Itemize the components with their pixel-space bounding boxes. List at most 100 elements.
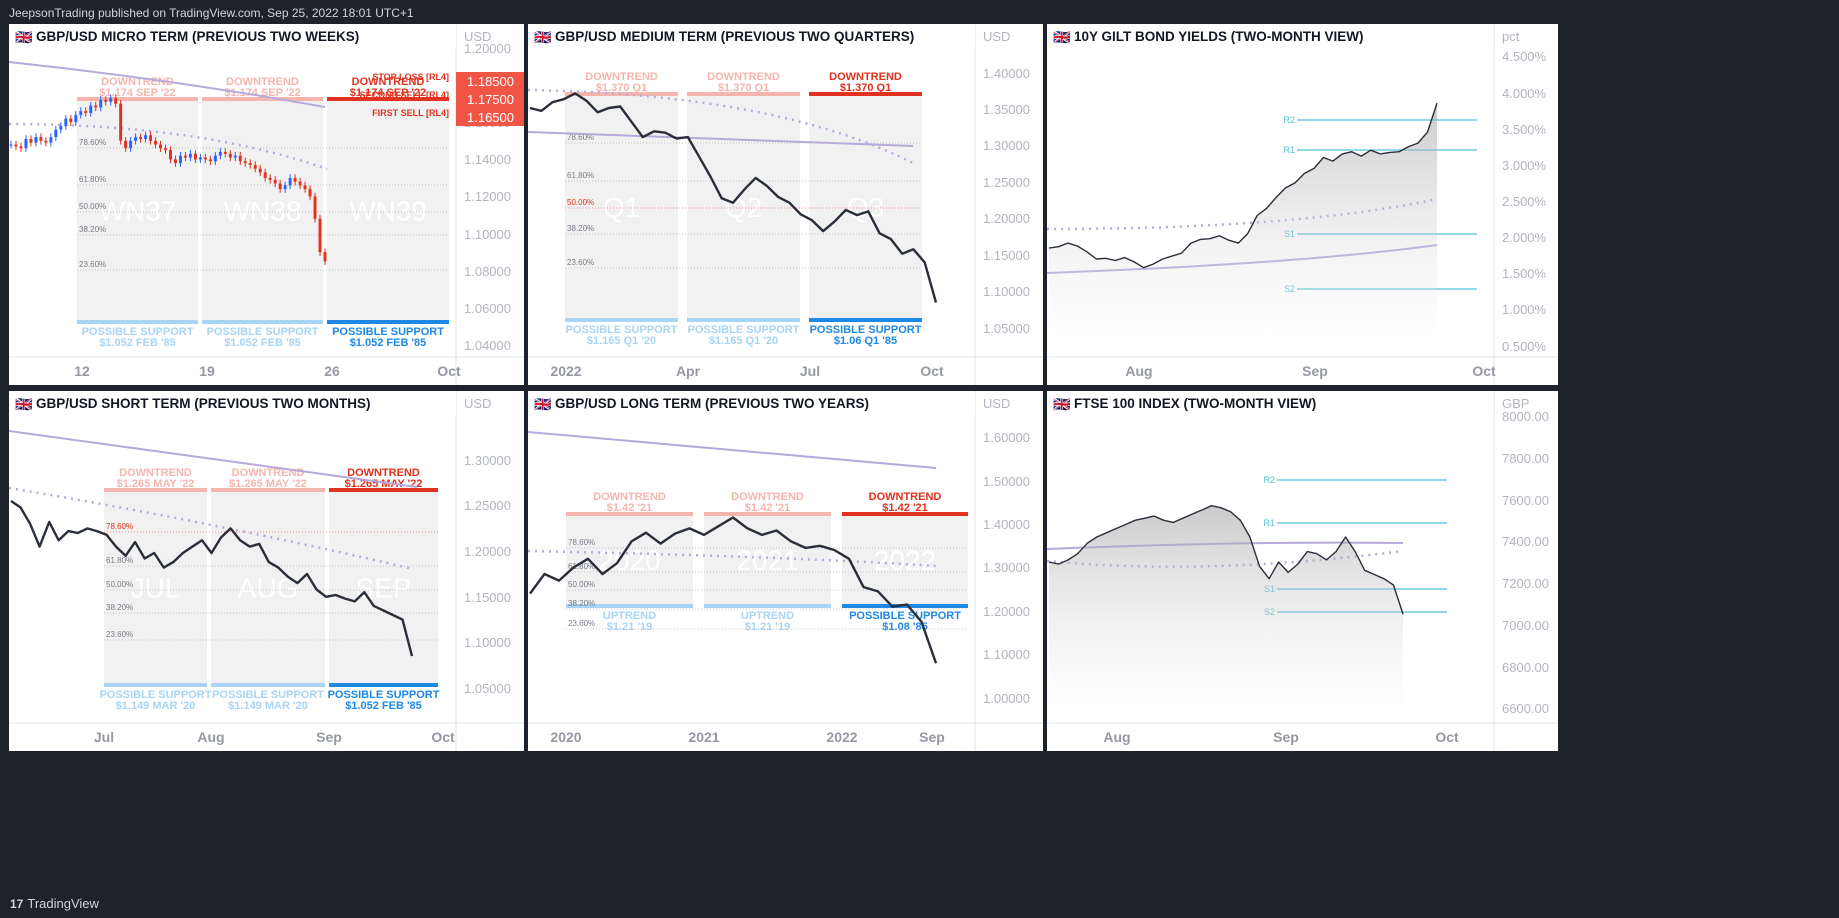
panel-micro-term[interactable]: 1.200001.180001.160001.140001.120001.100… (9, 24, 524, 385)
fib-label: 23.60% (567, 258, 594, 267)
fib-label: 61.80% (567, 171, 594, 180)
moving-average-line (9, 430, 418, 488)
y-tick-label: 1.500% (1502, 266, 1547, 281)
support-value: $1.06 Q1 '85 (834, 335, 897, 347)
chart-title: GBP/USD SHORT TERM (PREVIOUS TWO MONTHS) (36, 396, 371, 411)
title-backdrop (1047, 391, 1494, 417)
trade-level-label: SECOND SELL [RL4] (360, 90, 449, 100)
y-tick-label: 1.00000 (983, 691, 1030, 706)
x-tick-label: Jul (800, 363, 820, 379)
y-tick-label: 1.15000 (983, 248, 1030, 263)
flag-icon: 🇬🇧 (534, 396, 552, 412)
support-value: $1.165 Q1 '20 (709, 335, 778, 347)
candle-body (119, 103, 123, 141)
downtrend-value: $1.370 Q1 (596, 82, 647, 94)
candle-body (318, 218, 322, 253)
candle-body (164, 148, 167, 151)
x-tick-label: Sep (919, 729, 945, 745)
support-label: POSSIBLE SUPPORT (688, 324, 800, 336)
support-value: $1.052 FEB '85 (345, 700, 422, 712)
price-tag-label: 1.18500 (467, 74, 514, 89)
chart-title: GBP/USD MEDIUM TERM (PREVIOUS TWO QUARTE… (555, 29, 914, 44)
y-tick-label: 1.12000 (464, 189, 511, 204)
downtrend-value: $1.174 SEP '22 (350, 87, 426, 99)
support-label: UPTREND (603, 610, 656, 622)
fib-label: 61.80% (568, 562, 595, 571)
price-tag-bg (456, 72, 524, 90)
y-tick-label: 1.14000 (464, 152, 511, 167)
candle-body (19, 146, 23, 149)
candle-body (293, 177, 297, 182)
panel-ftse-100[interactable]: 8000.00 7800.00 7600.00 7400.00 7200.00 7000.… (1047, 391, 1558, 751)
chart-svg: 1.200001.180001.160001.140001.120001.100… (9, 24, 524, 385)
moving-average-dotted (9, 486, 414, 571)
candle-body (303, 185, 307, 190)
title-backdrop (528, 391, 975, 417)
y-tick-label: 1.08000 (464, 264, 511, 279)
fib-label: 78.60% (568, 538, 595, 547)
y-tick-label: 1.35000 (983, 102, 1030, 117)
downtrend-label: DOWNTREND (585, 71, 658, 83)
candle-body (39, 137, 43, 141)
period-box (104, 490, 207, 685)
y-tick-label: 7600.00 (1502, 493, 1549, 508)
downtrend-label: DOWNTREND (707, 71, 780, 83)
x-tick-label: Sep (1273, 729, 1299, 745)
price-line (529, 516, 938, 664)
period-box (809, 94, 922, 320)
downtrend-label: DOWNTREND (347, 467, 420, 479)
fib-label: 78.60% (567, 133, 594, 142)
y-tick-label: 1.05000 (983, 321, 1030, 336)
candle-body (14, 144, 18, 147)
y-tick-label: 7400.00 (1502, 534, 1549, 549)
y-tick-label: 1.15000 (464, 590, 511, 605)
downtrend-value: $1.42 '21 (882, 502, 927, 514)
candle-body (34, 137, 38, 143)
panel-medium-term[interactable]: 1.40000 1.35000 1.30000 1.25000 1.20000 1.150… (528, 24, 1043, 385)
panel-short-term[interactable]: 1.30000 1.25000 1.20000 1.15000 1.10000 1.050… (9, 391, 524, 751)
support-value: $1.21 '19 (607, 621, 652, 633)
candle-body (94, 105, 98, 108)
y-tick-label: 6600.00 (1502, 701, 1549, 716)
y-tick-label: 4.000% (1502, 86, 1547, 101)
price-tag-label: 1.17500 (467, 92, 514, 107)
period-watermark: 2022 (874, 545, 936, 576)
y-tick-label: 1.20000 (464, 41, 511, 56)
y-tick-label: 0.500% (1502, 339, 1547, 354)
title-backdrop (9, 24, 456, 50)
publisher-text: JeepsonTrading published on TradingView.… (9, 6, 414, 20)
panel-gilt-yields[interactable]: 4.500% 4.000% 3.500% 3.000% 2.500% 2.000% 1.50… (1047, 24, 1558, 385)
y-tick-label: 1.10000 (983, 284, 1030, 299)
price-line (1048, 102, 1438, 269)
candle-body (44, 140, 48, 143)
chart-title: GBP/USD LONG TERM (PREVIOUS TWO YEARS) (555, 396, 869, 411)
period-watermark: Q3 (847, 192, 884, 223)
downtrend-value: $1.265 MAY '22 (345, 478, 423, 490)
downtrend-label: DOWNTREND (352, 76, 425, 88)
candle-body (218, 151, 222, 156)
candle-body (54, 129, 58, 138)
x-tick-label: Oct (431, 729, 455, 745)
period-box (329, 490, 438, 685)
period-box (202, 99, 323, 322)
candle-body (144, 135, 148, 139)
candle-body (268, 177, 272, 180)
y-tick-label: 1.10000 (983, 647, 1030, 662)
chart-title: FTSE 100 INDEX (TWO-MONTH VIEW) (1074, 396, 1316, 411)
panel-long-term[interactable]: 1.60000 1.50000 1.40000 1.30000 1.20000 1.100… (528, 391, 1043, 751)
candle-body (178, 155, 182, 164)
support-value: $1.052 FEB '85 (350, 337, 427, 349)
y-tick-label: 7000.00 (1502, 618, 1549, 633)
pivot-level-label: R2 (1283, 115, 1295, 125)
support-label: POSSIBLE SUPPORT (328, 689, 440, 701)
y-tick-label: 3.000% (1502, 158, 1547, 173)
candle-body (248, 163, 252, 165)
price-line (10, 500, 414, 657)
trade-level-label: STOP LOSS [RL4] (372, 72, 449, 82)
tradingview-logo[interactable]: 17 (10, 897, 24, 911)
fib-label: 50.00% (79, 202, 106, 211)
x-tick-label: 2021 (688, 729, 719, 745)
y-tick-label: 1.60000 (983, 430, 1030, 445)
candle-body (273, 179, 277, 184)
support-value: $1.052 FEB '85 (224, 337, 301, 349)
